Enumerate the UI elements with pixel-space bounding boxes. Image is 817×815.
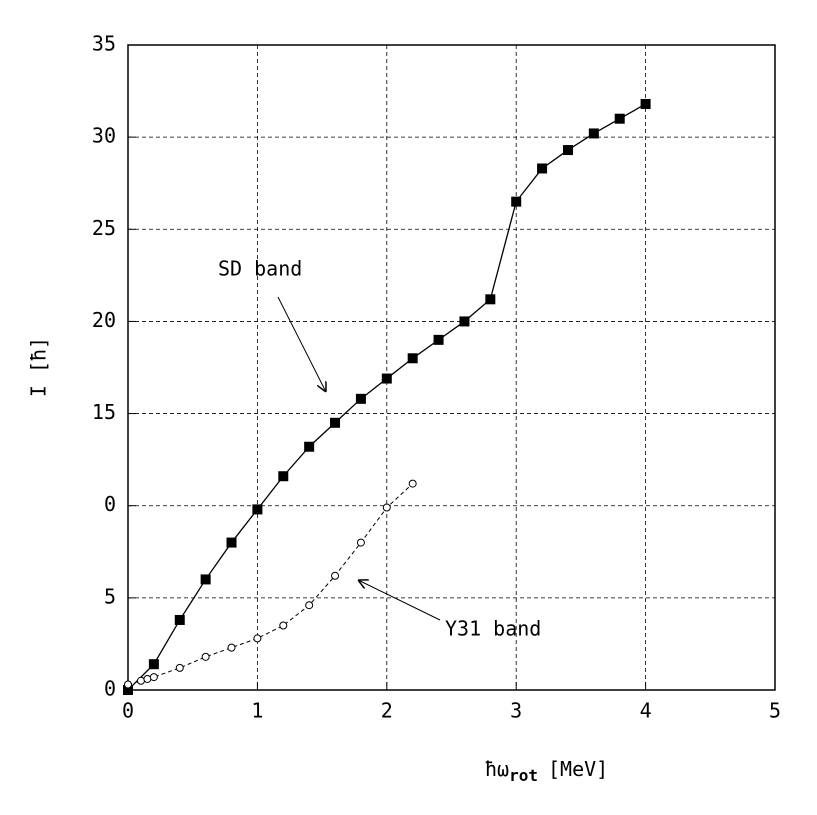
marker (149, 673, 158, 682)
marker (355, 393, 366, 404)
x-tick-label: 2 (381, 699, 393, 723)
marker (588, 128, 599, 139)
plot-frame (127, 44, 776, 691)
marker (226, 537, 237, 548)
marker (408, 479, 417, 488)
x-tick-label: 5 (769, 699, 781, 723)
y-tick-label: 0 (104, 492, 116, 516)
marker (227, 643, 236, 652)
marker (200, 574, 211, 585)
y-tick-label: 25 (92, 216, 116, 240)
marker (148, 659, 159, 670)
marker (407, 353, 418, 364)
x-label-sub: rot (509, 766, 538, 785)
marker (382, 503, 391, 512)
marker (331, 571, 340, 580)
marker (511, 196, 522, 207)
y-axis-label: I [ħ] (27, 337, 51, 397)
x-tick-label: 1 (251, 699, 263, 723)
marker (123, 685, 133, 695)
y-tick-label: 5 (104, 584, 116, 608)
marker (175, 663, 184, 672)
marker (136, 676, 145, 685)
x-tick-label: 3 (510, 699, 522, 723)
marker (485, 294, 496, 305)
x-label-main: ħω (485, 757, 509, 781)
annotation: Y31 band (445, 617, 541, 641)
marker (124, 680, 132, 689)
marker (459, 316, 470, 327)
y-tick-label: 30 (92, 124, 116, 148)
marker (305, 601, 314, 610)
marker (356, 538, 365, 547)
grid (127, 44, 776, 691)
annotation-arrow (358, 580, 441, 621)
x-axis-label: ħωrot [MeV] (485, 757, 608, 785)
marker (330, 417, 341, 428)
marker (562, 145, 573, 156)
y-tick-label: 35 (92, 32, 116, 56)
marker (381, 373, 392, 384)
y-tick-label: 0 (104, 677, 116, 701)
annotation: SD band (218, 257, 302, 281)
y-tick-label: 15 (92, 400, 116, 424)
marker (279, 621, 288, 630)
marker (433, 334, 444, 345)
marker (174, 614, 185, 625)
annotation-arrow (277, 296, 326, 392)
marker (143, 674, 152, 683)
x-tick-label: 0 (122, 699, 134, 723)
marker (537, 163, 548, 174)
marker (253, 634, 262, 643)
marker (201, 652, 210, 661)
marker (304, 441, 315, 452)
x-label-unit: [MeV] (548, 757, 608, 781)
marker (252, 504, 263, 515)
series-line (127, 483, 414, 685)
y-tick-label: 20 (92, 308, 116, 332)
marker (278, 471, 289, 482)
marker (614, 113, 625, 124)
x-tick-label: 4 (640, 699, 652, 723)
marker (640, 98, 651, 109)
